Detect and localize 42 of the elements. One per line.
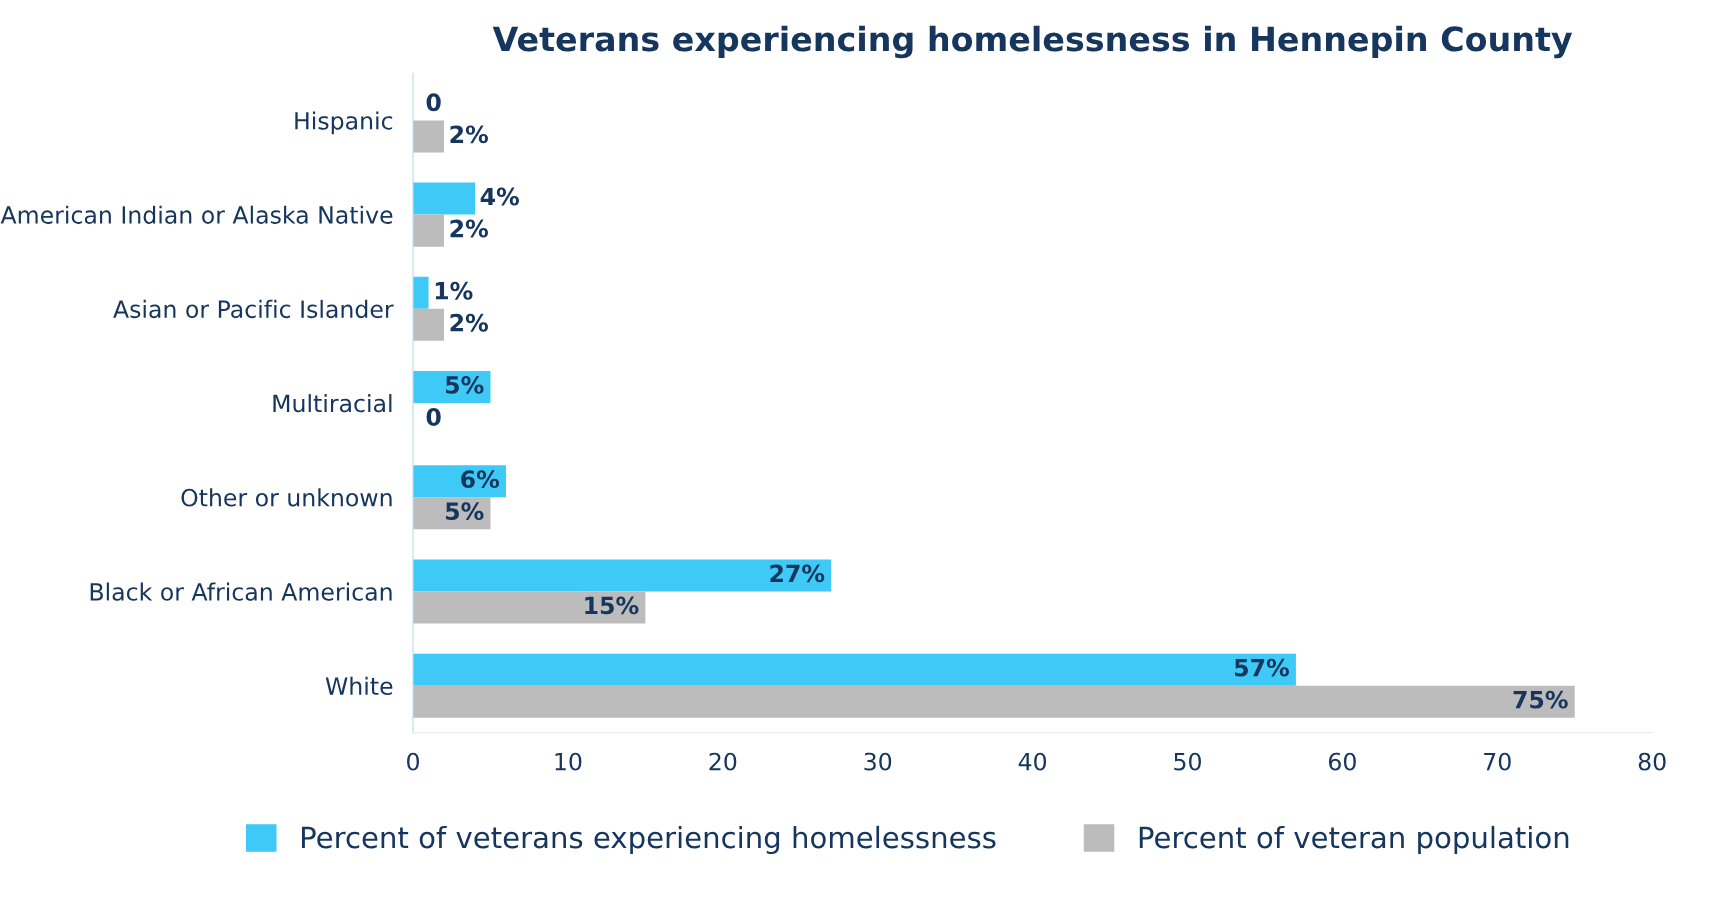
x-tick-label: 60	[1329, 752, 1356, 771]
x-tick-label: 10	[555, 752, 582, 771]
data-label: 75%	[1513, 690, 1568, 709]
y-tick-label: Other or unknown	[181, 488, 392, 507]
x-tick-label: 20	[709, 752, 737, 771]
bar	[413, 276, 429, 309]
y-tick-label: White	[325, 676, 393, 695]
data-label: 2%	[450, 125, 488, 144]
bar	[413, 559, 832, 592]
x-tick-label: 70	[1484, 752, 1511, 771]
bar	[413, 685, 1575, 718]
bar	[413, 308, 445, 341]
bar	[413, 591, 646, 624]
data-label: 4%	[480, 187, 519, 206]
bar	[413, 214, 445, 247]
bar	[413, 120, 445, 153]
x-tick-label: 80	[1638, 752, 1666, 771]
x-tick-label: 0	[407, 752, 419, 771]
legend-label: Percent of veteran population	[1139, 825, 1569, 855]
legend-label: Percent of veterans experiencing homelessness	[302, 825, 996, 855]
bar	[413, 653, 1296, 686]
x-tick-label: 30	[864, 752, 892, 771]
bar	[413, 182, 475, 215]
y-tick-label: Hispanic	[295, 111, 393, 135]
data-label: 5%	[446, 502, 484, 521]
chart-title: Veterans experiencing homelessness in Hennepin County	[492, 25, 1573, 59]
data-label: 15%	[585, 596, 639, 615]
data-label: 57%	[1235, 658, 1289, 677]
data-label: 0	[426, 408, 441, 426]
data-label: 6%	[461, 470, 500, 489]
data-label: 27%	[770, 564, 825, 583]
data-label: 2%	[450, 219, 488, 238]
data-label: 5%	[446, 376, 484, 394]
data-label: 1%	[435, 281, 473, 300]
data-label: 2%	[450, 313, 488, 332]
data-label: 0	[426, 93, 441, 112]
y-tick-label: Black or African American	[90, 582, 392, 601]
x-tick-label: 40	[1018, 752, 1047, 771]
x-tick-label: 50	[1174, 752, 1201, 771]
y-tick-label: American Indian or Alaska Native	[0, 205, 393, 224]
y-tick-label: Multiracial	[273, 394, 392, 413]
y-tick-label: Asian or Pacific Islander	[113, 299, 394, 319]
